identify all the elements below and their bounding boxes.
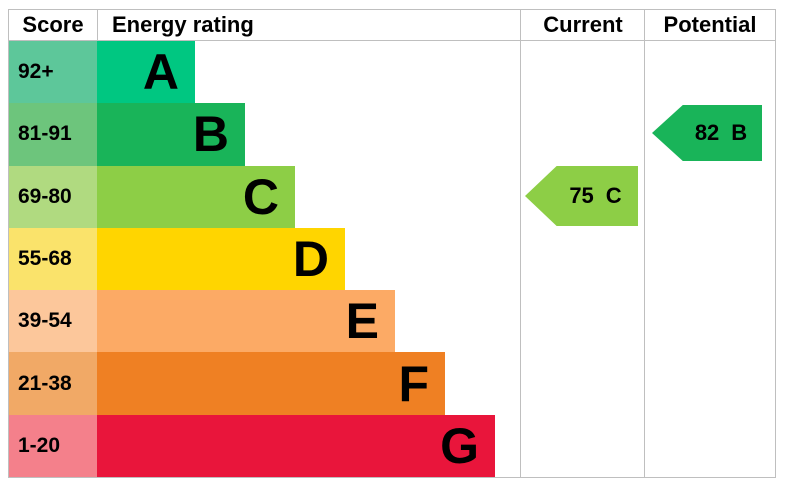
current-band-letter: C	[605, 183, 622, 208]
rating-bar-a: A	[97, 41, 195, 104]
band-letter-f: F	[398, 355, 429, 412]
rating-bands: 92+ A 81-91 B 69-80 C 55-68 D 39-54	[9, 41, 520, 477]
current-column-divider	[520, 10, 521, 477]
score-range-f: 21-38	[9, 352, 97, 415]
potential-rating-arrow-icon: 82 B	[652, 105, 762, 161]
potential-column-divider	[644, 10, 645, 477]
column-header-current: Current	[543, 12, 623, 37]
band-letter-a: A	[142, 44, 179, 101]
rating-row-c: 69-80 C	[9, 165, 520, 228]
rating-row-f: 21-38 F	[9, 352, 520, 415]
rating-row-a: 92+ A	[9, 41, 520, 104]
score-range-b: 81-91	[9, 103, 97, 166]
potential-score-value: 82	[694, 120, 720, 145]
score-range-g: 1-20	[9, 414, 97, 477]
rating-row-b: 81-91 B	[9, 103, 520, 166]
current-rating-arrow-icon: 75 C	[525, 166, 638, 226]
band-letter-e: E	[345, 293, 379, 350]
rating-bar-g: G	[97, 414, 495, 477]
current-score-value: 75	[569, 183, 594, 208]
rating-row-e: 39-54 E	[9, 290, 520, 353]
rating-bar-c: C	[97, 165, 295, 228]
rating-bar-b: B	[97, 103, 245, 166]
band-letter-d: D	[292, 230, 329, 287]
rating-row-d: 55-68 D	[9, 227, 520, 291]
score-range-e: 39-54	[9, 290, 97, 353]
band-letter-c: C	[242, 168, 279, 225]
column-header-score: Score	[9, 10, 98, 40]
rating-row-g: 1-20 G	[9, 414, 520, 477]
score-range-a: 92+	[9, 41, 97, 104]
rating-bar-d: D	[97, 227, 345, 291]
band-letter-g: G	[440, 417, 479, 474]
epc-rating-chart: Score Energy rating Current Potential 92…	[8, 9, 776, 478]
score-range-c: 69-80	[9, 165, 97, 228]
rating-bar-f: F	[97, 352, 445, 415]
band-letter-b: B	[192, 106, 229, 163]
rating-bar-e: E	[97, 290, 395, 353]
chart-header: Score Energy rating Current Potential	[9, 10, 775, 41]
potential-band-letter: B	[731, 120, 748, 145]
column-header-potential: Potential	[663, 12, 757, 37]
score-range-d: 55-68	[9, 227, 97, 291]
column-header-energy-rating: Energy rating	[112, 12, 254, 37]
